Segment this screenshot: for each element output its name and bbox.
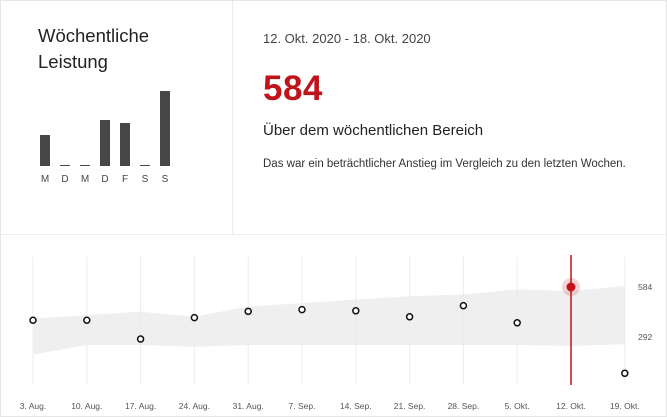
data-point — [298, 305, 306, 314]
highlight-point — [566, 282, 576, 292]
horizontal-divider — [1, 234, 667, 235]
x-tick-label: 10. Aug. — [71, 401, 102, 411]
x-tick-label: 12. Okt. — [556, 401, 586, 411]
x-tick-label: 31. Aug. — [233, 401, 264, 411]
data-point — [136, 335, 145, 343]
weekly-value: 584 — [263, 69, 323, 108]
x-tick-label: 17. Aug. — [125, 401, 156, 411]
day-label: F — [121, 174, 129, 185]
data-point — [621, 369, 629, 378]
x-tick-label: 3. Aug. — [20, 401, 46, 411]
day-bar-4 — [120, 122, 130, 166]
day-label: M — [80, 174, 90, 185]
day-bar-5 — [140, 164, 150, 166]
day-label: S — [161, 174, 169, 185]
weekly-trend-chart: 3. Aug. 10. Aug. 17. Aug. 24. Aug. 31. Aug. 7… — [20, 255, 652, 411]
card-title: Wöchentliche Leistung — [38, 25, 150, 72]
date-range: 12. Okt. 2020 - 18. Okt. 2020 — [263, 31, 431, 46]
day-bar-6 — [160, 91, 170, 166]
x-tick-label: 24. Aug. — [179, 401, 210, 411]
data-point — [352, 307, 360, 315]
data-point — [513, 319, 521, 327]
x-tick-label: 7. Sep. — [289, 401, 316, 411]
day-label: M — [40, 174, 50, 185]
x-tick-label: 21. Sep. — [394, 401, 426, 411]
y-tick-label: 292 — [638, 332, 652, 342]
x-tick-label: 19. Okt. — [610, 401, 640, 411]
status-subtitle: Über dem wöchentlichen Bereich — [263, 122, 484, 139]
day-bar-0 — [40, 134, 50, 166]
day-bar-1 — [60, 164, 70, 166]
data-point — [83, 316, 91, 324]
data-point — [190, 313, 199, 322]
day-label: D — [101, 174, 109, 185]
day-label: S — [141, 174, 149, 185]
x-tick-label: 5. Okt. — [505, 401, 530, 411]
data-point — [29, 316, 37, 324]
data-point — [459, 301, 468, 310]
day-bar-2 — [80, 164, 90, 166]
status-description: Das war ein beträchtlicher Anstieg im Ve… — [263, 158, 626, 170]
vertical-divider — [232, 1, 233, 234]
x-tick-label: 14. Sep. — [340, 401, 372, 411]
day-label: D — [61, 174, 69, 185]
x-tick-label: 28. Sep. — [448, 401, 480, 411]
day-bar-3 — [100, 119, 110, 166]
y-tick-label: 584 — [638, 282, 652, 292]
data-point — [405, 313, 414, 321]
data-point — [244, 307, 252, 316]
normal-range-band — [33, 285, 625, 355]
